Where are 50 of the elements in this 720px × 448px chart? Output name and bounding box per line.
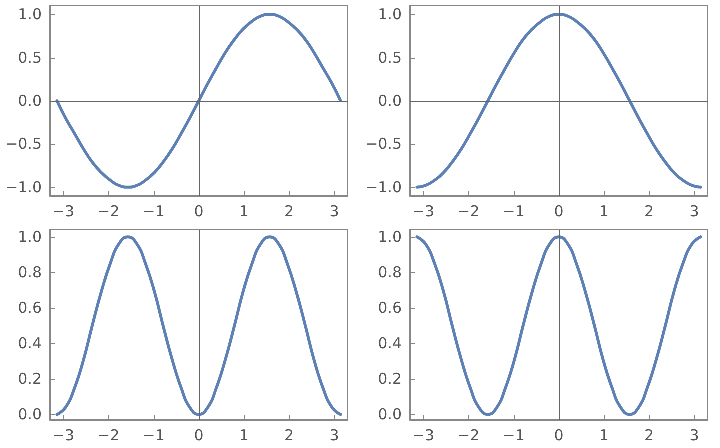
y-tick-label: 0.8	[378, 264, 402, 282]
x-tick-label: 2	[644, 202, 654, 220]
y-tick-label: 1.0	[378, 228, 402, 246]
x-tick-label: −2	[98, 202, 120, 220]
x-tick-label: 1	[599, 426, 609, 444]
x-tick-label: 1	[239, 426, 249, 444]
y-tick-label: 1.0	[18, 6, 42, 24]
x-tick-label: 1	[599, 202, 609, 220]
x-tick-label: 3	[690, 202, 700, 220]
y-tick-label: 1.0	[18, 228, 42, 246]
x-tick-label: −2	[458, 202, 480, 220]
y-tick-label: −0.5	[366, 135, 402, 154]
y-tick-label: 0.4	[18, 334, 42, 353]
x-tick-label: −3	[52, 202, 75, 220]
y-tick-label: 0.8	[18, 264, 42, 282]
y-tick-label: 0.6	[378, 299, 402, 318]
x-tick-label: −2	[98, 426, 120, 444]
x-tick-label: −3	[52, 426, 75, 444]
y-tick-label: 0.0	[378, 92, 402, 110]
x-tick-label: −2	[458, 426, 480, 444]
y-tick-label: 0.0	[378, 406, 402, 424]
x-tick-label: 3	[330, 202, 340, 220]
x-tick-label: 2	[284, 426, 294, 444]
x-tick-label: 0	[554, 202, 564, 220]
x-tick-label: 1	[239, 202, 249, 220]
x-tick-label: −1	[142, 202, 165, 220]
y-tick-label: 0.4	[378, 334, 402, 353]
x-tick-label: −1	[142, 426, 165, 444]
y-tick-label: 0.0	[18, 92, 42, 110]
x-tick-label: 3	[330, 426, 340, 444]
y-tick-label: 0.2	[378, 370, 402, 388]
x-tick-label: 0	[194, 426, 204, 444]
x-tick-label: −1	[502, 202, 525, 220]
x-tick-label: −3	[412, 426, 435, 444]
y-tick-label: 0.5	[18, 48, 42, 67]
x-tick-label: 0	[194, 202, 204, 220]
y-tick-label: −0.5	[6, 135, 42, 154]
y-tick-label: −1.0	[6, 178, 42, 196]
y-tick-label: 1.0	[378, 6, 402, 24]
x-tick-label: 2	[644, 426, 654, 444]
x-tick-label: −1	[502, 426, 525, 444]
y-tick-label: 0.5	[378, 48, 402, 67]
y-tick-label: 0.2	[18, 370, 42, 388]
y-tick-label: 0.6	[18, 299, 42, 318]
y-tick-label: 0.0	[18, 406, 42, 424]
x-tick-label: 2	[284, 202, 294, 220]
x-tick-label: 0	[554, 426, 564, 444]
x-tick-label: 3	[690, 426, 700, 444]
x-tick-label: −3	[412, 202, 435, 220]
y-tick-label: −1.0	[366, 178, 402, 196]
